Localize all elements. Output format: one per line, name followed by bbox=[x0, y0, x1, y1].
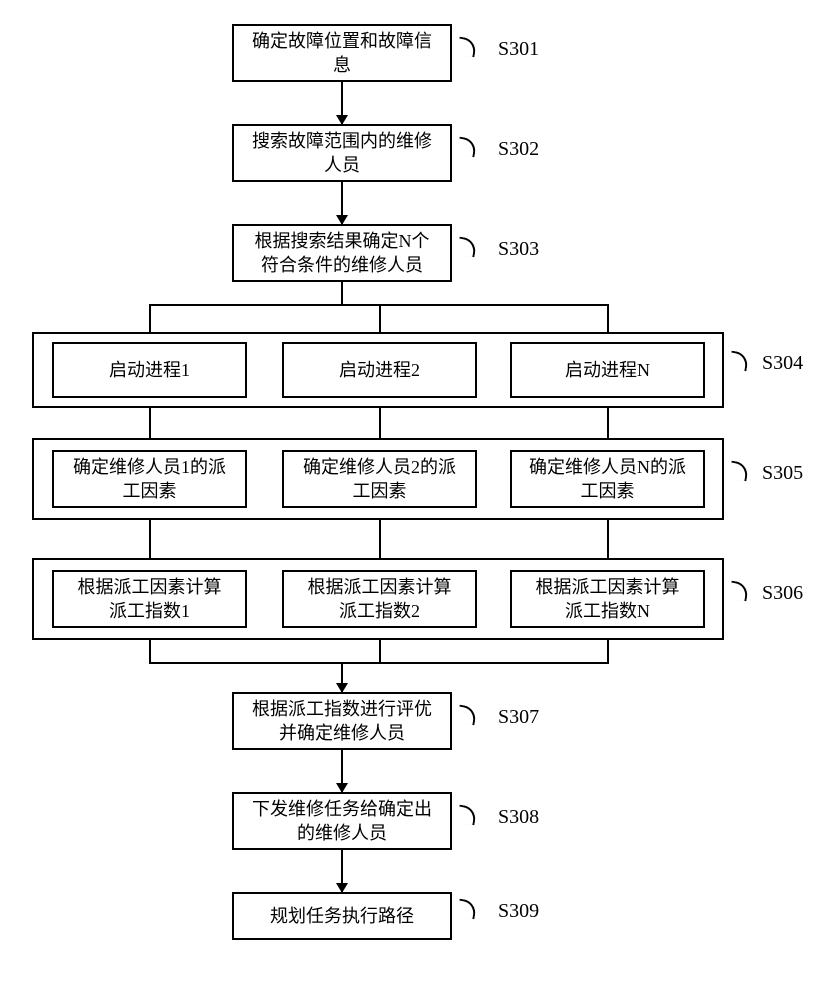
step-label-s301: S301 bbox=[498, 38, 539, 61]
label-connector-s302 bbox=[457, 137, 478, 158]
arrow-s301-s302 bbox=[341, 82, 343, 124]
step-s309-text: 规划任务执行路径 bbox=[270, 904, 414, 928]
line-merge-pN bbox=[607, 640, 609, 662]
s306-pN-text: 根据派工因素计算派工指数N bbox=[536, 575, 680, 624]
s304-p1-text: 启动进程1 bbox=[109, 358, 190, 382]
s304-pN-text: 启动进程N bbox=[565, 358, 650, 382]
s306-p1: 根据派工因素计算派工指数1 bbox=[52, 570, 247, 628]
line-s303-down bbox=[341, 282, 343, 304]
s304-pN: 启动进程N bbox=[510, 342, 705, 398]
step-s308-text: 下发维修任务给确定出的维修人员 bbox=[252, 797, 432, 846]
s305-p2-text: 确定维修人员2的派工因素 bbox=[303, 455, 456, 504]
step-s301-text: 确定故障位置和故障信息 bbox=[252, 29, 432, 78]
step-s302: 搜索故障范围内的维修人员 bbox=[232, 124, 452, 182]
step-s309: 规划任务执行路径 bbox=[232, 892, 452, 940]
label-connector-s305 bbox=[729, 461, 750, 482]
arrow-s307-s308 bbox=[341, 750, 343, 792]
s305-p1-text: 确定维修人员1的派工因素 bbox=[73, 455, 226, 504]
line-merge-h bbox=[149, 662, 609, 664]
step-s302-text: 搜索故障范围内的维修人员 bbox=[252, 129, 432, 178]
step-label-s305: S305 bbox=[762, 462, 803, 485]
step-s303: 根据搜索结果确定N个符合条件的维修人员 bbox=[232, 224, 452, 282]
step-s301: 确定故障位置和故障信息 bbox=[232, 24, 452, 82]
step-label-s309: S309 bbox=[498, 900, 539, 923]
line-merge-p1 bbox=[149, 640, 151, 662]
s305-p1: 确定维修人员1的派工因素 bbox=[52, 450, 247, 508]
step-label-s304: S304 bbox=[762, 352, 803, 375]
label-connector-s306 bbox=[729, 581, 750, 602]
step-label-s306: S306 bbox=[762, 582, 803, 605]
s305-p2: 确定维修人员2的派工因素 bbox=[282, 450, 477, 508]
s305-pN-text: 确定维修人员N的派工因素 bbox=[529, 455, 686, 504]
step-label-s302: S302 bbox=[498, 138, 539, 161]
label-connector-s301 bbox=[457, 37, 478, 58]
s304-p2-text: 启动进程2 bbox=[339, 358, 420, 382]
line-merge-p2 bbox=[379, 640, 381, 662]
s306-pN: 根据派工因素计算派工指数N bbox=[510, 570, 705, 628]
step-s307-text: 根据派工指数进行评优并确定维修人员 bbox=[252, 697, 432, 746]
label-connector-s307 bbox=[457, 705, 478, 726]
s304-p1: 启动进程1 bbox=[52, 342, 247, 398]
s306-p1-text: 根据派工因素计算派工指数1 bbox=[78, 575, 222, 624]
s305-pN: 确定维修人员N的派工因素 bbox=[510, 450, 705, 508]
step-label-s303: S303 bbox=[498, 238, 539, 261]
s306-p2: 根据派工因素计算派工指数2 bbox=[282, 570, 477, 628]
s304-p2: 启动进程2 bbox=[282, 342, 477, 398]
step-s308: 下发维修任务给确定出的维修人员 bbox=[232, 792, 452, 850]
label-connector-s308 bbox=[457, 805, 478, 826]
label-connector-s303 bbox=[457, 237, 478, 258]
arrow-s302-s303 bbox=[341, 182, 343, 224]
label-connector-s304 bbox=[729, 351, 750, 372]
step-s307: 根据派工指数进行评优并确定维修人员 bbox=[232, 692, 452, 750]
s306-p2-text: 根据派工因素计算派工指数2 bbox=[308, 575, 452, 624]
arrow-s308-s309 bbox=[341, 850, 343, 892]
step-s303-text: 根据搜索结果确定N个符合条件的维修人员 bbox=[255, 229, 430, 278]
step-label-s307: S307 bbox=[498, 706, 539, 729]
label-connector-s309 bbox=[457, 899, 478, 920]
step-label-s308: S308 bbox=[498, 806, 539, 829]
arrow-merge-s307 bbox=[341, 662, 343, 692]
